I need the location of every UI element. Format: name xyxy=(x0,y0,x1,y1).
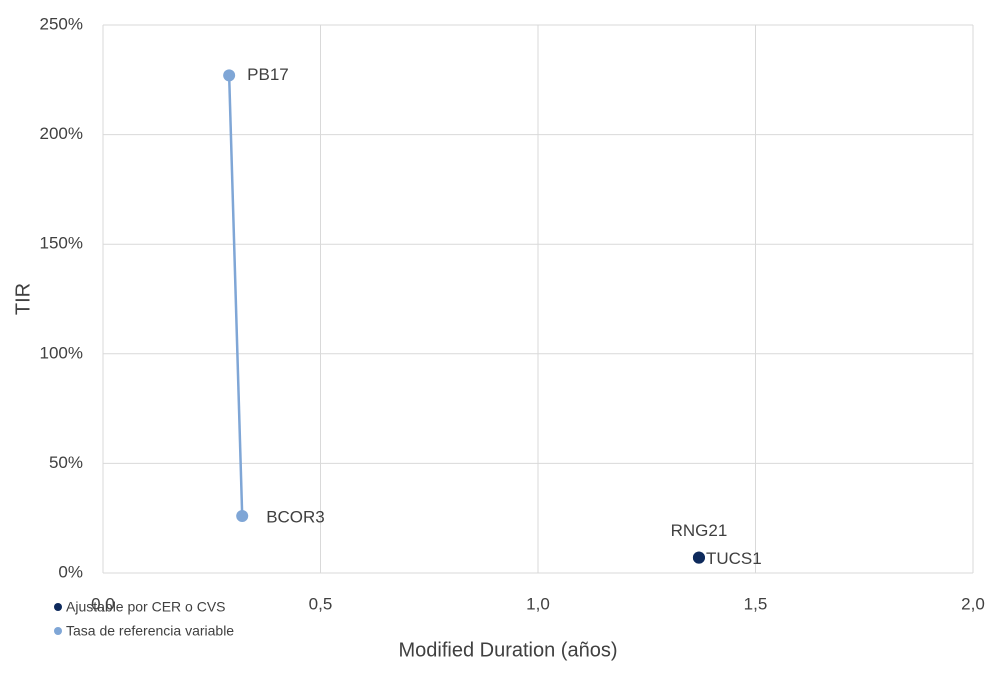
x-tick-label: 1,5 xyxy=(744,594,768,613)
legend-marker xyxy=(54,603,62,611)
point xyxy=(692,551,705,564)
x-tick-label: 0,0 xyxy=(91,594,115,613)
y-tick-label: 200% xyxy=(40,124,83,143)
y-axis-title: TIR xyxy=(12,283,34,315)
data-label: TUCS1 xyxy=(706,549,762,568)
data-label: PB17 xyxy=(247,65,289,84)
y-tick-label: 50% xyxy=(49,453,83,472)
x-tick-label: 2,0 xyxy=(961,594,985,613)
y-tick-label: 100% xyxy=(40,343,83,362)
point xyxy=(236,510,249,523)
legend-marker xyxy=(54,627,62,635)
series-line xyxy=(227,75,244,517)
x-tick-label: 1,0 xyxy=(526,594,550,613)
point xyxy=(223,69,236,82)
x-axis-title: Modified Duration (años) xyxy=(399,639,618,661)
legend-label: Tasa de referencia variable xyxy=(66,623,234,639)
y-tick-label: 150% xyxy=(40,234,83,253)
y-tick-label: 0% xyxy=(58,562,83,581)
x-tick-label: 0,5 xyxy=(309,594,333,613)
y-tick-label: 250% xyxy=(40,14,83,33)
legend-label: Ajustable por CER o CVS xyxy=(66,599,226,615)
data-label: BCOR3 xyxy=(266,507,325,526)
data-label: RNG21 xyxy=(671,521,728,540)
